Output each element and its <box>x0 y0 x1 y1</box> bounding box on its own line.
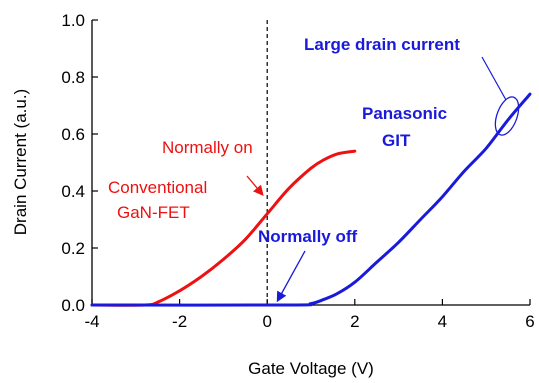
x-tick-label: 4 <box>438 312 447 331</box>
y-ticks: 0.0 0.2 0.4 0.6 0.8 1.0 <box>61 11 98 315</box>
y-tick-label: 1.0 <box>61 11 85 30</box>
x-tick-label: 0 <box>262 312 271 331</box>
large-drain-current-label: Large drain current <box>304 35 460 54</box>
y-axis-label: Drain Current (a.u.) <box>11 89 30 235</box>
y-tick-label: 0.0 <box>61 296 85 315</box>
y-tick-label: 0.8 <box>61 68 85 87</box>
large-drain-current-leader <box>481 56 507 101</box>
large-drain-current-ellipse <box>494 96 520 136</box>
x-tick-label: 6 <box>525 312 534 331</box>
panasonic-label-line2: GIT <box>382 131 411 150</box>
conventional-label-line2: GaN-FET <box>117 203 190 222</box>
axes <box>91 20 530 306</box>
x-tick-label: -4 <box>84 312 99 331</box>
y-tick-label: 0.4 <box>61 182 85 201</box>
panasonic-label-line1: Panasonic <box>362 104 447 123</box>
x-tick-label: 2 <box>350 312 359 331</box>
normally-on-label: Normally on <box>162 138 253 157</box>
conventional-label-line1: Conventional <box>108 178 207 197</box>
conventional-arrow <box>246 175 264 196</box>
conventional-gan-fet-curve <box>90 149 357 307</box>
x-tick-label: -2 <box>172 312 187 331</box>
normally-off-arrow <box>276 250 306 303</box>
x-axis-label: Gate Voltage (V) <box>248 359 374 378</box>
y-tick-label: 0.6 <box>61 125 85 144</box>
x-ticks: -4 -2 0 2 4 6 <box>84 299 535 331</box>
panasonic-git-curve <box>90 92 532 307</box>
normally-off-label: Normally off <box>258 227 358 246</box>
y-tick-label: 0.2 <box>61 239 85 258</box>
series-group <box>90 92 532 307</box>
